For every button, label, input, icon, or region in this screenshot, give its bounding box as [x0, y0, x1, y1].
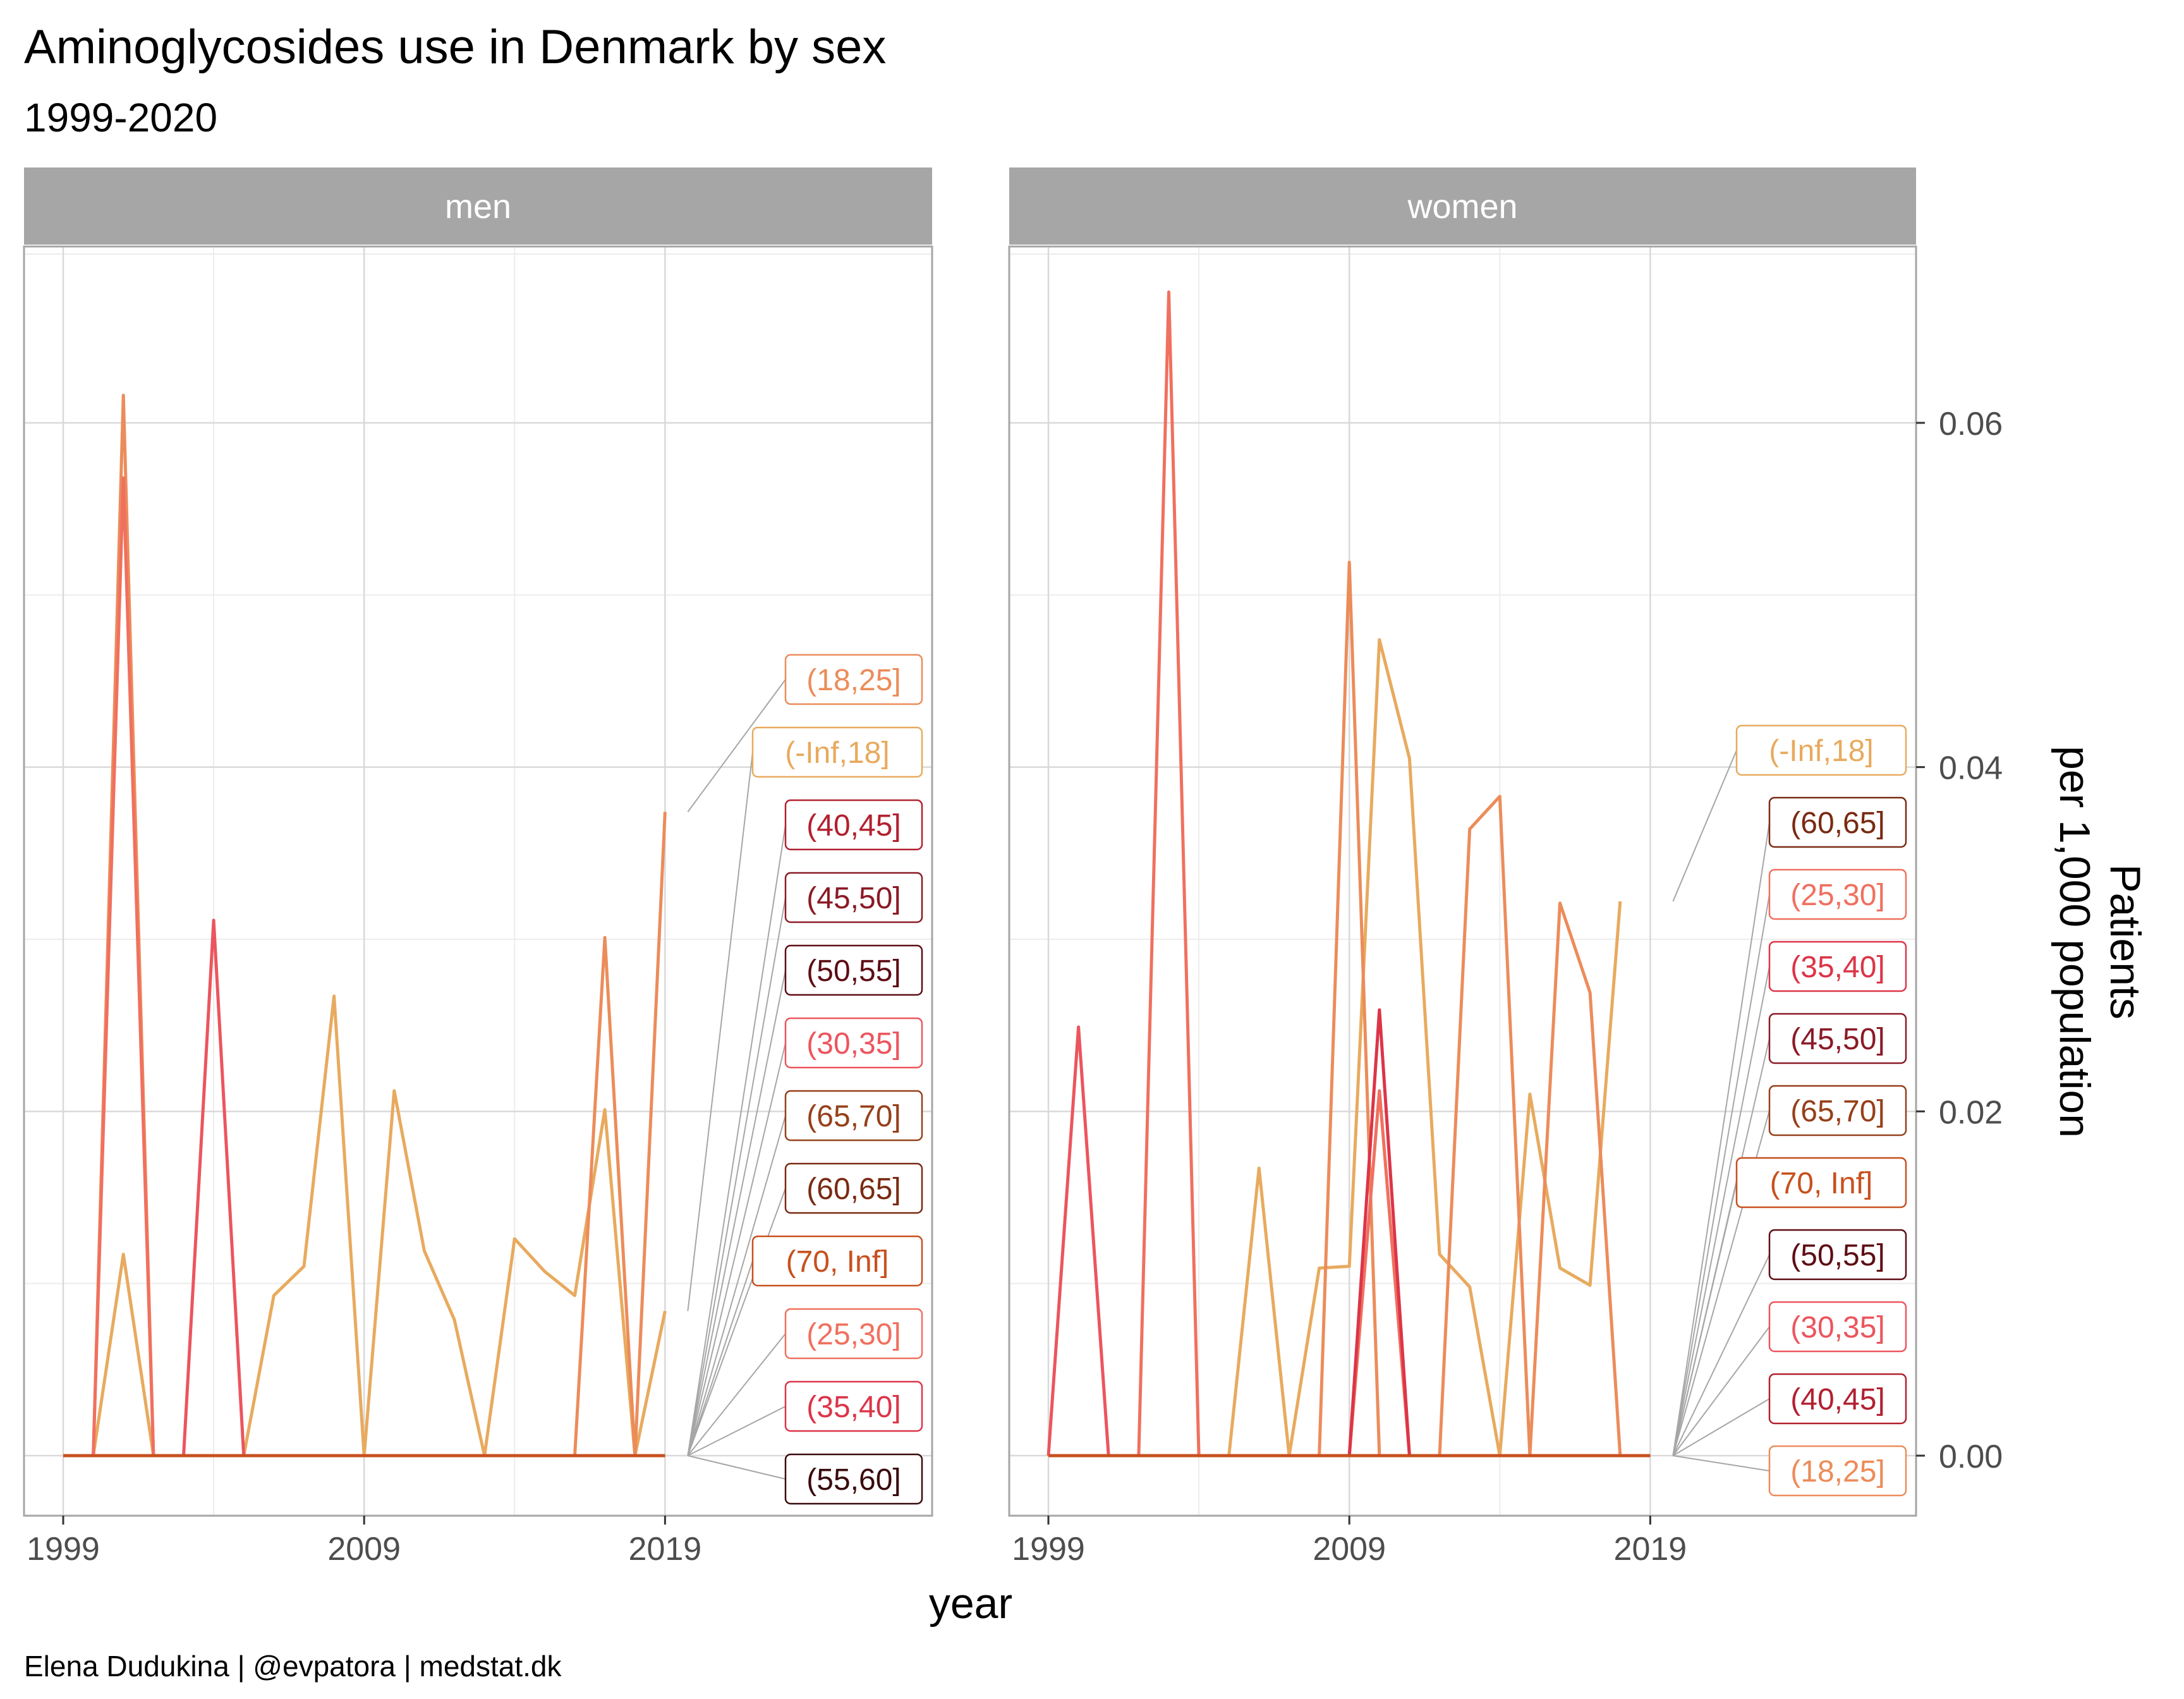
y-axis-title: Patients per 1,000 population — [2051, 746, 2149, 1138]
end-label-box — [1768, 1085, 1907, 1136]
end-label-box — [751, 726, 923, 778]
end-label-box — [751, 1235, 923, 1287]
y-axis-title-line-2: per 1,000 population — [2051, 746, 2099, 1138]
y-axis: 0.00 0.02 0.04 0.06 — [1916, 406, 2003, 1475]
end-label-18-25: (18,25] — [1790, 1455, 1884, 1489]
end-label-box — [784, 1162, 923, 1214]
end-label-box — [784, 1453, 923, 1505]
end-label-box — [784, 1017, 923, 1069]
end-label-box — [1768, 1013, 1907, 1064]
leader-line — [1672, 894, 1770, 1456]
x-axis-title: year — [929, 1580, 1012, 1628]
panel-men: men (18,25] (-Inf,18] (40,45] (45,50] (50,55]… — [23, 167, 933, 1568]
end-label-box — [784, 944, 923, 996]
panel-border — [1008, 245, 1917, 1517]
leader-line — [687, 1042, 786, 1456]
end-label-35-40: (35,40] — [1790, 951, 1884, 984]
facet-strip-label: men — [445, 188, 511, 226]
leader-line — [687, 1260, 753, 1456]
x-tick-label: 1999 — [27, 1531, 100, 1568]
end-label-45-50: (45,50] — [806, 882, 901, 915]
leader-line — [1672, 1398, 1770, 1456]
facet-panels: men (18,25] (-Inf,18] (40,45] (45,50] (50,55]… — [23, 167, 1917, 1568]
leader-line — [687, 824, 786, 1456]
end-label-box — [784, 1380, 923, 1432]
end-label-45-50: (45,50] — [1790, 1023, 1884, 1056]
end-label-18-25: (18,25] — [806, 664, 901, 697]
facet-strip-label: women — [1407, 188, 1517, 226]
leader-line — [1672, 1326, 1770, 1456]
end-label-box — [1768, 1229, 1907, 1281]
leader-line — [1672, 822, 1770, 1456]
end-label-box — [784, 1090, 923, 1142]
end-label-25-30: (25,30] — [1790, 879, 1884, 912]
y-tick-label: 0.04 — [1939, 750, 2003, 787]
end-label-55-60: (55,60] — [806, 1463, 901, 1497]
end-label-box — [1735, 724, 1907, 776]
x-tick-label: 2019 — [1614, 1531, 1687, 1568]
end-label-40-45: (40,45] — [1790, 1383, 1884, 1416]
end-label-60-65: (60,65] — [806, 1172, 901, 1206]
leader-line — [1672, 1182, 1737, 1456]
end-label-35-40: (35,40] — [806, 1391, 901, 1424]
end-label-65-70: (65,70] — [806, 1100, 901, 1133]
leader-line — [687, 1188, 786, 1456]
end-label-inf-18: (-Inf,18] — [1769, 734, 1873, 768]
end-label-65-70: (65,70] — [1790, 1095, 1884, 1128]
leader-line — [687, 1333, 786, 1456]
end-label-60-65: (60,65] — [1790, 807, 1884, 840]
end-label-50-55: (50,55] — [806, 954, 901, 988]
end-label-box — [1768, 1301, 1907, 1353]
end-label-30-35: (30,35] — [806, 1027, 901, 1061]
leader-line — [687, 1115, 786, 1456]
chart-subtitle: 1999-2020 — [24, 95, 217, 140]
end-label-box — [1768, 868, 1907, 920]
y-axis-title-line-1: Patients — [2101, 864, 2149, 1020]
leader-line — [687, 970, 786, 1456]
leader-line — [687, 679, 786, 813]
facet-strip — [1009, 167, 1916, 245]
end-label-50-55: (50,55] — [1790, 1239, 1884, 1272]
end-label-box — [784, 872, 923, 923]
leader-line — [687, 1406, 786, 1456]
leader-line — [1672, 750, 1737, 902]
x-tick-label: 2009 — [327, 1531, 401, 1568]
x-tick-label: 2009 — [1313, 1531, 1386, 1568]
panel-border — [23, 245, 933, 1517]
end-label-box — [1768, 796, 1907, 848]
y-tick-label: 0.02 — [1939, 1094, 2003, 1131]
leader-line — [688, 1455, 786, 1480]
panel-women: women (-Inf,18] (60,65] (25,30] (35,40] (45,5… — [1008, 167, 1917, 1568]
end-label-30-35: (30,35] — [1790, 1311, 1884, 1344]
end-label-70-inf: (70, Inf] — [1770, 1167, 1873, 1200]
leader-line — [1672, 966, 1770, 1456]
facet-strip — [24, 167, 932, 245]
end-label-box — [1768, 1445, 1907, 1497]
caption: Elena Dudukina | @evpatora | medstat.dk — [24, 1650, 562, 1683]
end-label-box — [784, 799, 923, 851]
end-label-inf-18: (-Inf,18] — [785, 736, 889, 770]
leader-line — [1672, 1254, 1770, 1456]
x-tick-label: 1999 — [1012, 1531, 1085, 1568]
end-label-70-inf: (70, Inf] — [786, 1245, 889, 1279]
y-tick-label: 0.00 — [1939, 1439, 2003, 1475]
leader-line — [687, 897, 786, 1456]
end-label-box — [1768, 1373, 1907, 1425]
end-label-40-45: (40,45] — [806, 809, 901, 843]
y-tick-label: 0.06 — [1939, 406, 2003, 442]
x-tick-label: 2019 — [629, 1531, 702, 1568]
leader-line — [687, 752, 753, 1312]
end-label-box — [1735, 1157, 1907, 1209]
end-label-box — [784, 654, 923, 705]
leader-line — [1673, 1455, 1770, 1471]
end-label-box — [1768, 941, 1907, 992]
chart-title: Aminoglycosides use in Denmark by sex — [24, 20, 886, 74]
end-label-25-30: (25,30] — [806, 1318, 901, 1351]
end-label-box — [784, 1308, 923, 1360]
